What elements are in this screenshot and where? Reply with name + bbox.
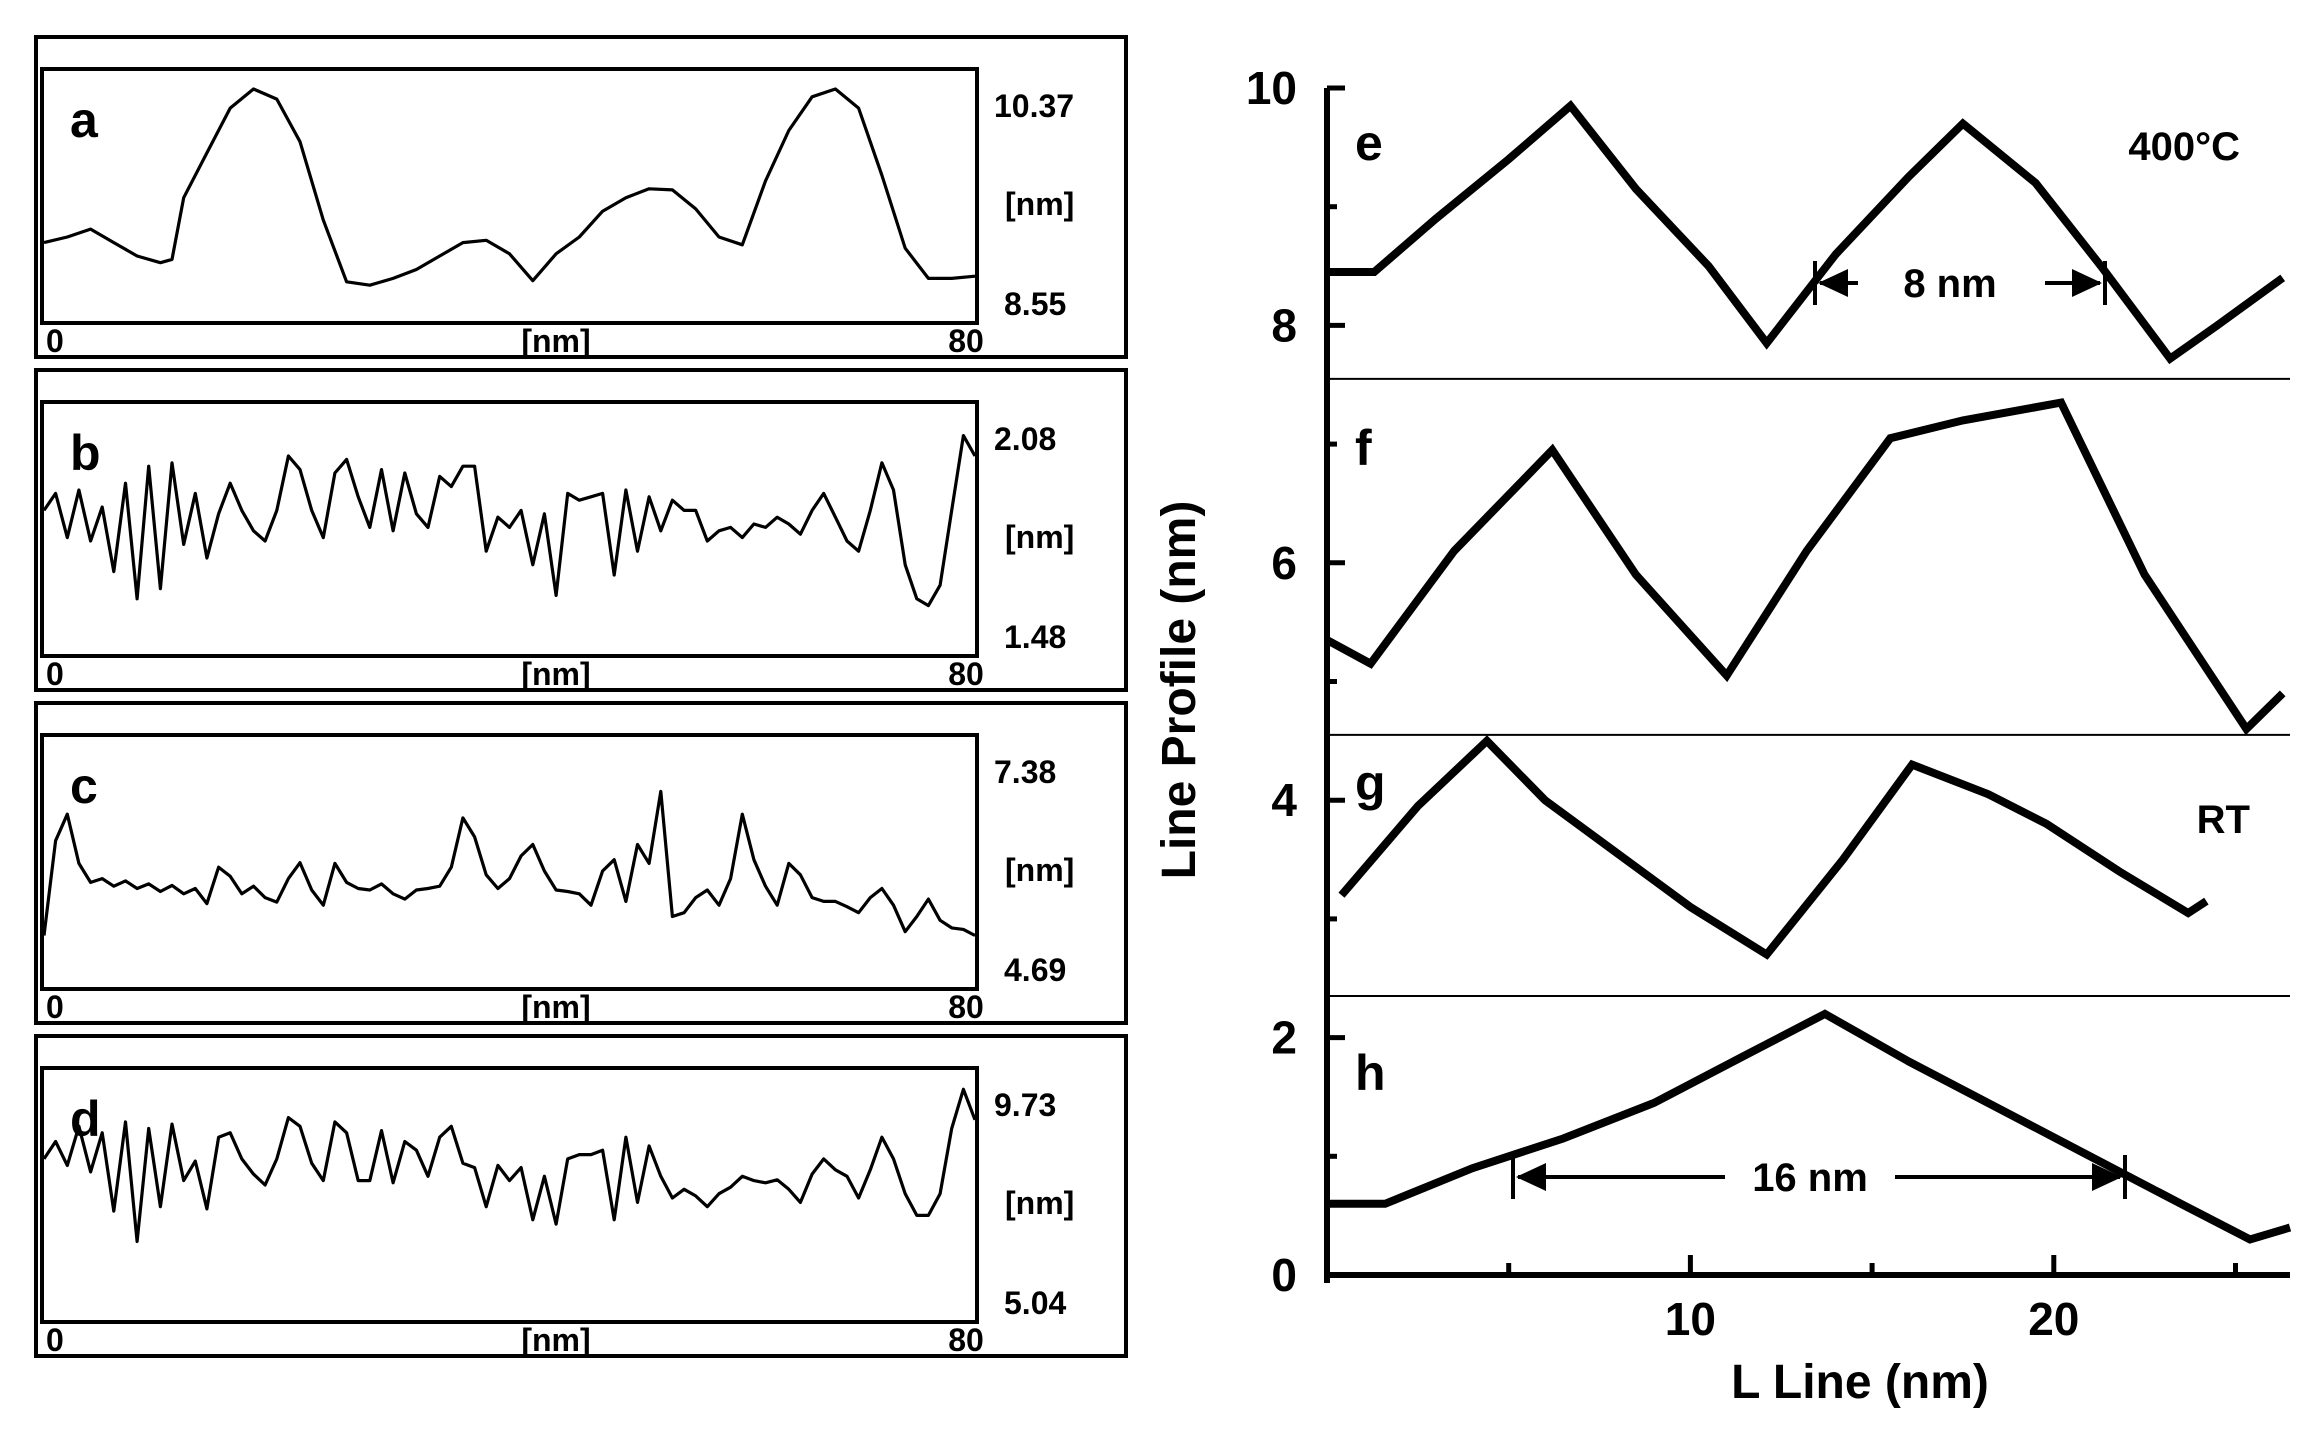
panel-f-label: f (1355, 420, 1372, 476)
panel-d-frame (34, 1034, 1128, 1358)
dimension-16nm-arrowhead-right (2092, 1163, 2122, 1191)
panel-b-y-min-label: 1.48 (1004, 619, 1066, 655)
panel-d-label: d (70, 1091, 101, 1147)
panel-c-x-max-label: 80 (948, 989, 984, 1025)
panel-b-x-min-label: 0 (46, 656, 64, 692)
dimension-8nm-arrowhead-right (2072, 269, 2102, 297)
panel-d-profile-line (42, 1087, 977, 1244)
panel-b-y-unit-label: [nm] (1005, 519, 1074, 555)
panel-c-profile-line (42, 789, 976, 937)
series-h-line (1327, 1009, 2292, 1244)
dimension-8nm-arrowhead-left (1818, 269, 1848, 297)
panel-a-y-unit-label: [nm] (1005, 186, 1074, 222)
panel-c-y-min-label: 4.69 (1004, 952, 1066, 988)
y-tick-label: 0 (1271, 1249, 1297, 1301)
annotation-rt: RT (2197, 798, 2250, 842)
dimension-16nm-label: 16 nm (1752, 1156, 1868, 1200)
panel-c-y-unit-label: [nm] (1005, 852, 1074, 888)
panel-d-plot-area (40, 1066, 979, 1324)
panel-d-y-max-label: 9.73 (994, 1087, 1056, 1123)
panel-d-x-max-label: 80 (948, 1322, 984, 1358)
panel-b-x-unit-label: [nm] (521, 656, 590, 692)
y-tick-label: 10 (1246, 62, 1297, 114)
panel-b-label: b (70, 425, 101, 481)
x-axis-title: L Line (nm) (1731, 1356, 1989, 1409)
panel-a-x-unit-label: [nm] (521, 323, 590, 359)
panel-a-x-max-label: 80 (948, 323, 984, 359)
panel-b: b 2.08 [nm] 1.48 0 [nm] 80 (34, 368, 1128, 692)
y-tick-label: 2 (1271, 1012, 1297, 1064)
panel-c-label: c (70, 758, 98, 814)
panel-b-frame (34, 368, 1128, 692)
panel-a-x-min-label: 0 (46, 323, 64, 359)
right-chart: 0 2 4 6 8 10 10 20 L Line (nm) Line Profile (nm) e… (1153, 62, 2292, 1409)
panel-a-frame (34, 35, 1128, 359)
panel-b-x-max-label: 80 (948, 656, 984, 692)
panel-d: d 9.73 [nm] 5.04 0 [nm] 80 (34, 1034, 1128, 1358)
series-e-line (1327, 100, 2286, 365)
series-g-line (1338, 735, 2209, 960)
panel-c-x-min-label: 0 (46, 989, 64, 1025)
panel-b-plot-area (40, 400, 979, 658)
panel-h-label: h (1355, 1045, 1386, 1101)
panel-c-plot-area (40, 733, 979, 991)
x-tick-label: 10 (1665, 1293, 1716, 1345)
panel-b-profile-line (42, 434, 977, 608)
panel-d-x-min-label: 0 (46, 1322, 64, 1358)
dimension-8nm-label: 8 nm (1903, 262, 1996, 306)
left-panels: a 10.37 [nm] 8.55 0 [nm] 80 b 2.08 [nm] 1.48 0 [nm] 8… (34, 35, 1128, 1358)
y-tick-label: 4 (1271, 774, 1297, 826)
y-axis-title: Line Profile (nm) (1153, 501, 1206, 880)
annotation-temp-400c: 400°C (2128, 125, 2240, 169)
panel-c-y-max-label: 7.38 (994, 754, 1056, 790)
y-tick-label: 8 (1271, 299, 1297, 351)
panel-a: a 10.37 [nm] 8.55 0 [nm] 80 (34, 35, 1128, 359)
panel-a-y-min-label: 8.55 (1004, 286, 1066, 322)
y-tick-label: 6 (1271, 537, 1297, 589)
panel-d-y-unit-label: [nm] (1005, 1185, 1074, 1221)
dimension-16nm-arrowhead-left (1516, 1163, 1546, 1191)
panel-d-x-unit-label: [nm] (521, 1322, 590, 1358)
panel-g-label: g (1355, 755, 1386, 811)
panel-e-label: e (1355, 115, 1383, 171)
panel-b-y-max-label: 2.08 (994, 421, 1056, 457)
panel-a-label: a (70, 92, 99, 148)
series-f-line (1325, 398, 2286, 736)
panel-d-y-min-label: 5.04 (1004, 1285, 1066, 1321)
panel-a-plot-area (40, 67, 979, 325)
x-tick-label: 20 (2028, 1293, 2079, 1345)
panel-a-profile-line (43, 87, 976, 287)
panel-c-frame (34, 701, 1128, 1025)
panel-c: c 7.38 [nm] 4.69 0 [nm] 80 (34, 701, 1128, 1025)
panel-a-y-max-label: 10.37 (994, 88, 1074, 124)
panel-c-x-unit-label: [nm] (521, 989, 590, 1025)
